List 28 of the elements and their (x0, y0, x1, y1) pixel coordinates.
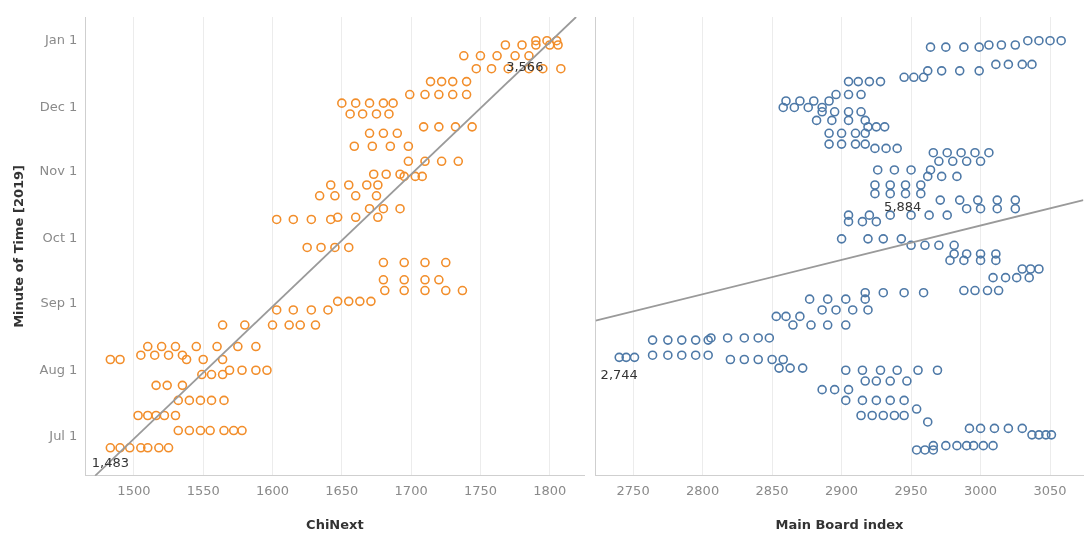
y-tick-label: Sep 1 (40, 294, 78, 310)
x-tick-label: 2850 (755, 482, 789, 498)
x-tick-label: 3000 (964, 482, 998, 498)
x-tick-label: 2950 (894, 482, 928, 498)
x-tick-label: 2800 (686, 482, 720, 498)
x-tick-label: 2900 (825, 482, 859, 498)
x-tick-label: 1600 (255, 482, 290, 498)
x-tick-label: 1750 (463, 482, 497, 498)
y-tick-label: Oct 1 (42, 230, 78, 246)
y-tick-label: Jan 1 (43, 32, 78, 48)
annotation: 3,566 (506, 58, 544, 74)
y-axis-title: Minute of Time [2019] (11, 164, 27, 328)
x-tick-label: 1550 (186, 482, 220, 498)
x-tick-label: 1500 (117, 482, 151, 498)
annotation: 2,744 (600, 367, 638, 383)
annotation: 5,884 (884, 199, 922, 214)
x-tick-label: 1700 (394, 482, 428, 498)
x-axis-title: Main Board index (775, 516, 905, 532)
x-tick-label: 1800 (533, 482, 567, 498)
y-tick-label: Dec 1 (39, 98, 78, 114)
x-tick-label: 1650 (325, 482, 359, 498)
x-axis-title: ChiNext (306, 516, 364, 532)
y-tick-label: Jul 1 (48, 428, 78, 444)
x-tick-label: 3050 (1033, 482, 1067, 498)
y-tick-label: Nov 1 (39, 163, 78, 179)
y-tick-label: Aug 1 (39, 361, 78, 377)
annotation: 1,483 (91, 455, 129, 471)
x-tick-label: 2750 (616, 482, 650, 498)
